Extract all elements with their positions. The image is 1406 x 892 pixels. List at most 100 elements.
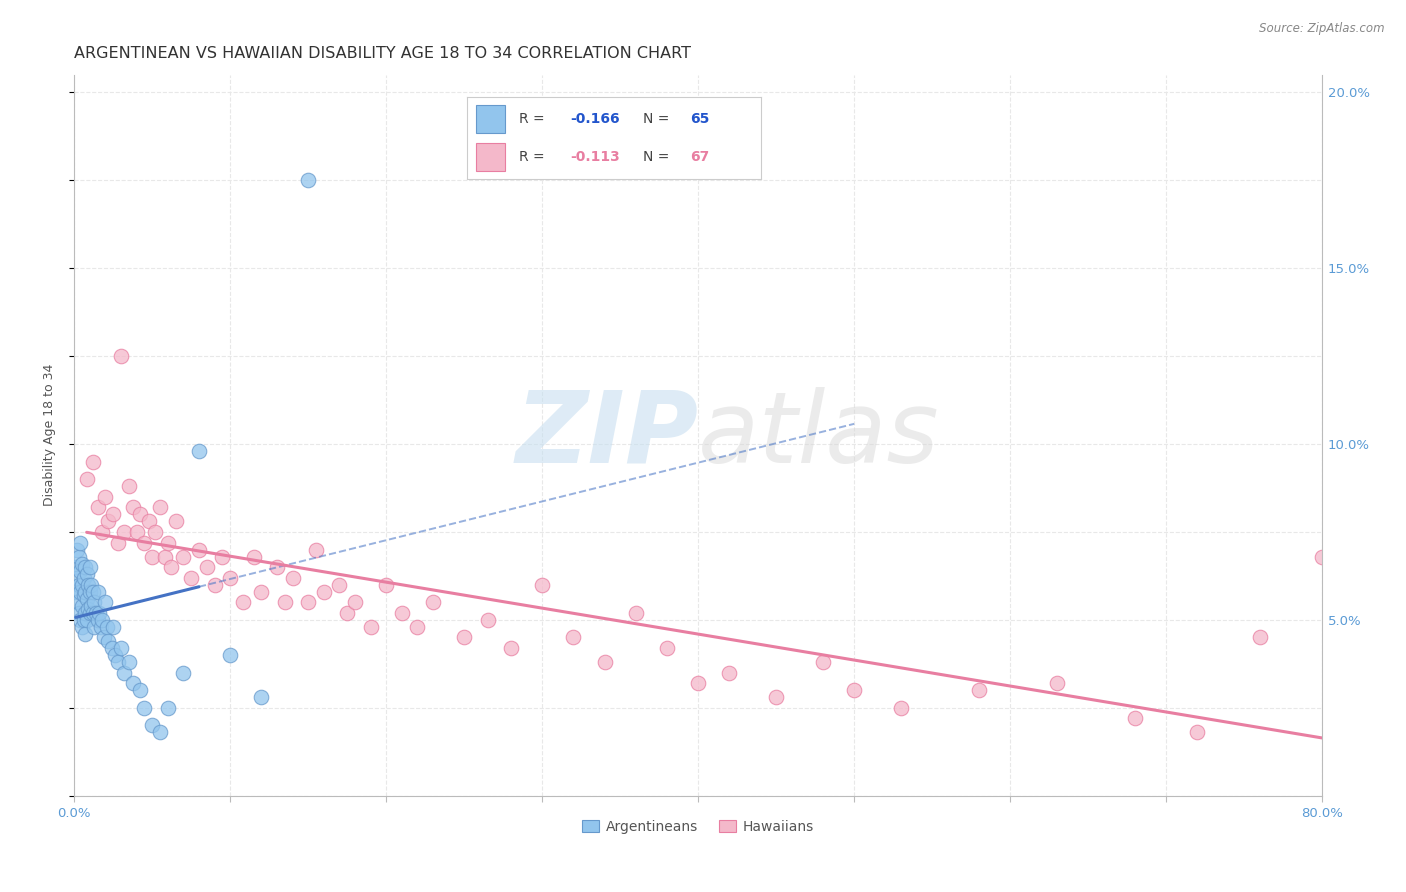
Point [219, 571, 242, 585]
Point [94, 595, 117, 609]
Point [72, 613, 94, 627]
Point [188, 542, 211, 557]
Point [172, 549, 194, 564]
Text: Source: ZipAtlas.com: Source: ZipAtlas.com [1260, 22, 1385, 36]
Point [297, 173, 319, 187]
Point [69, 564, 91, 578]
Point [110, 641, 132, 656]
Point [143, 524, 166, 539]
Point [422, 595, 444, 609]
Text: ARGENTINEAN VS HAWAIIAN DISABILITY AGE 18 TO 34 CORRELATION CHART: ARGENTINEAN VS HAWAIIAN DISABILITY AGE 1… [75, 46, 692, 62]
Point [328, 578, 350, 592]
Point [112, 524, 135, 539]
Point [688, 676, 710, 690]
Point [765, 690, 787, 705]
Point [336, 606, 359, 620]
Point [101, 508, 124, 522]
Point [75, 560, 97, 574]
Point [79, 560, 101, 574]
Text: atlas: atlas [699, 387, 939, 483]
Point [66, 542, 89, 557]
Point [96, 620, 118, 634]
Point [499, 641, 522, 656]
Point [453, 631, 475, 645]
Point [97, 634, 120, 648]
Point [274, 595, 297, 609]
Point [66, 571, 89, 585]
Point [122, 500, 145, 515]
Point [149, 500, 172, 515]
Point [188, 444, 211, 458]
Point [967, 683, 990, 698]
Point [128, 508, 150, 522]
Point [153, 549, 176, 564]
Point [65, 584, 87, 599]
Point [232, 595, 254, 609]
Point [70, 599, 93, 613]
Point [134, 535, 156, 549]
Point [76, 472, 98, 486]
Point [406, 620, 429, 634]
Text: ZIP: ZIP [515, 387, 699, 483]
Point [128, 683, 150, 698]
Point [104, 648, 127, 662]
Point [149, 725, 172, 739]
Point [624, 606, 647, 620]
Point [844, 683, 866, 698]
Point [811, 655, 834, 669]
Point [655, 641, 678, 656]
Point [82, 606, 104, 620]
Point [890, 701, 912, 715]
Point [1249, 631, 1271, 645]
Point [118, 479, 141, 493]
Point [75, 584, 97, 599]
Point [82, 455, 104, 469]
Point [65, 560, 87, 574]
Point [101, 620, 124, 634]
Point [250, 690, 273, 705]
Point [86, 613, 108, 627]
Point [107, 535, 129, 549]
Point [67, 578, 90, 592]
Point [91, 524, 114, 539]
Point [69, 584, 91, 599]
Point [70, 620, 93, 634]
Point [156, 535, 179, 549]
Point [134, 701, 156, 715]
Point [531, 578, 554, 592]
Point [266, 560, 288, 574]
Point [1310, 549, 1333, 564]
Point [72, 588, 94, 602]
Point [204, 578, 226, 592]
Point [91, 613, 114, 627]
Point [593, 655, 616, 669]
Point [156, 701, 179, 715]
Point [84, 606, 107, 620]
Point [211, 549, 233, 564]
Point [86, 500, 108, 515]
Point [82, 584, 104, 599]
Point [562, 631, 585, 645]
Legend: Argentineans, Hawaiians: Argentineans, Hawaiians [576, 814, 820, 839]
Point [391, 606, 413, 620]
Point [718, 665, 741, 680]
Point [83, 620, 105, 634]
Point [94, 490, 117, 504]
Point [107, 655, 129, 669]
Point [312, 584, 335, 599]
Point [160, 560, 183, 574]
Point [75, 606, 97, 620]
Point [100, 641, 122, 656]
Point [76, 613, 98, 627]
Point [67, 549, 90, 564]
Point [165, 515, 187, 529]
Point [97, 515, 120, 529]
Point [112, 665, 135, 680]
Point [67, 606, 90, 620]
Point [138, 515, 160, 529]
Y-axis label: Disability Age 18 to 34: Disability Age 18 to 34 [44, 364, 56, 507]
Point [360, 620, 382, 634]
Point [93, 631, 115, 645]
Point [75, 627, 97, 641]
Point [343, 595, 366, 609]
